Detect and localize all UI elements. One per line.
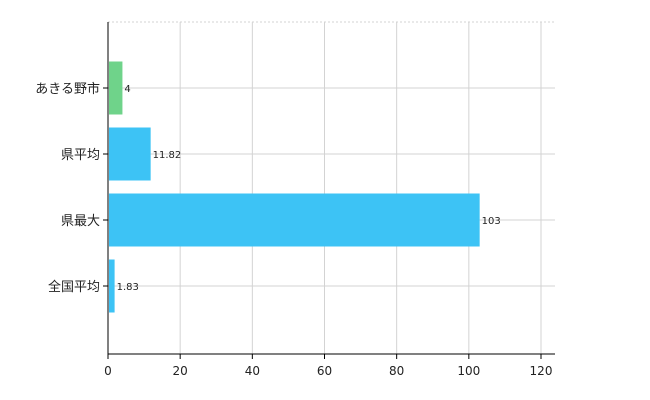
category-label: あきる野市 [35,81,100,97]
x-tick-label: 80 [389,364,404,378]
x-tick-label: 60 [317,364,332,378]
category-label: 全国平均 [48,279,100,295]
labels: 0 20 40 60 80 100 120 あきる野市 4 県平均 11.82 県最大 103 全国平均 1… [35,81,552,378]
category-label: 県平均 [61,148,100,163]
category-label: 県最大 [61,214,100,229]
x-tick-label: 40 [245,364,260,378]
data-label: 103 [482,216,501,227]
x-tick-label: 100 [457,364,480,378]
data-label: 1.83 [117,282,139,293]
bars [109,61,480,313]
bar [109,259,115,313]
bar [109,61,123,115]
bar [109,193,480,247]
data-label: 4 [124,84,130,95]
data-label: 11.82 [153,150,182,161]
axes [107,22,555,355]
x-tick-label: 20 [173,364,188,378]
x-tick-label: 120 [530,364,553,378]
x-tick-label: 0 [104,364,112,378]
bar [109,127,151,181]
grid-lines [108,21,555,354]
